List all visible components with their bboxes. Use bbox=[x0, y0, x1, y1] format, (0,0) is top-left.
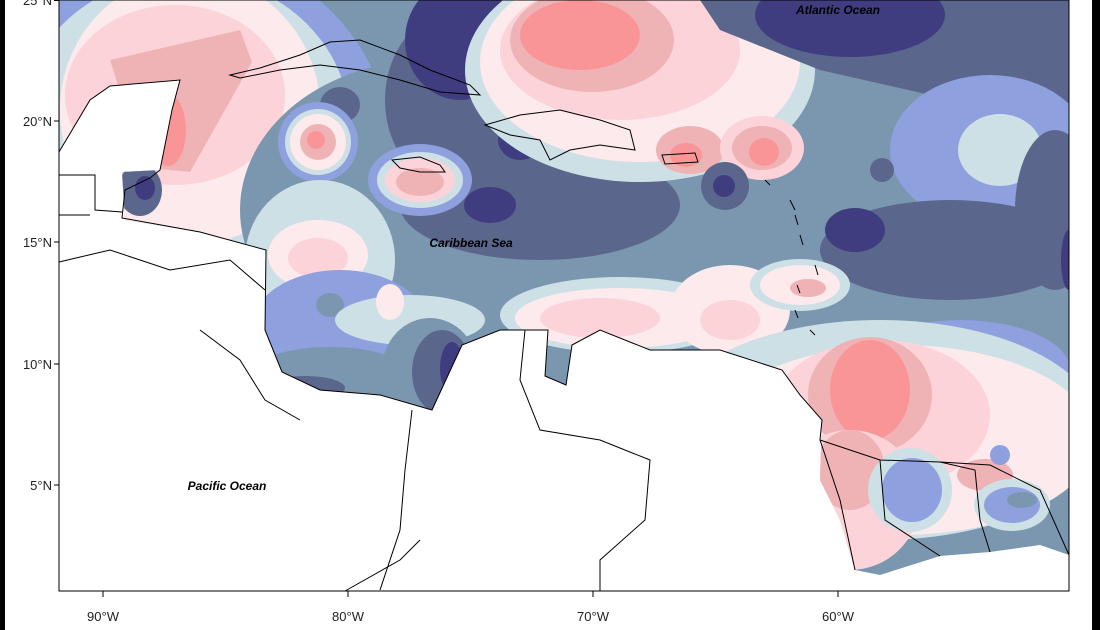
anomaly-field bbox=[59, 0, 1069, 575]
caribbean-sea-label: Caribbean Sea bbox=[429, 236, 513, 250]
cuba-outline bbox=[228, 39, 482, 96]
y-tick-label: 10°N bbox=[23, 357, 52, 372]
x-tick-label: 60°W bbox=[822, 609, 855, 624]
pacific-ocean-label: Pacific Ocean bbox=[188, 479, 267, 493]
x-tick-label: 70°W bbox=[577, 609, 610, 624]
y-tick-label: 25°N bbox=[23, 0, 52, 8]
map-frame bbox=[58, 0, 1070, 592]
coastlines bbox=[58, 39, 1070, 592]
x-tick-label: 80°W bbox=[332, 609, 365, 624]
hispaniola-outline bbox=[483, 109, 636, 161]
jamaica-outline bbox=[390, 156, 446, 173]
x-tick-label: 90°W bbox=[87, 609, 120, 624]
puerto-rico-outline bbox=[661, 152, 699, 165]
coastline-central-south-america bbox=[58, 79, 1070, 556]
y-tick-label: 5°N bbox=[30, 478, 52, 493]
y-tick-label: 15°N bbox=[23, 235, 52, 250]
atlantic-ocean-label: Atlantic Ocean bbox=[795, 3, 880, 17]
axis-ticks bbox=[54, 0, 839, 597]
y-tick-label: 20°N bbox=[23, 114, 52, 129]
border-lines bbox=[58, 174, 991, 592]
lesser-antilles-outline bbox=[764, 179, 819, 336]
